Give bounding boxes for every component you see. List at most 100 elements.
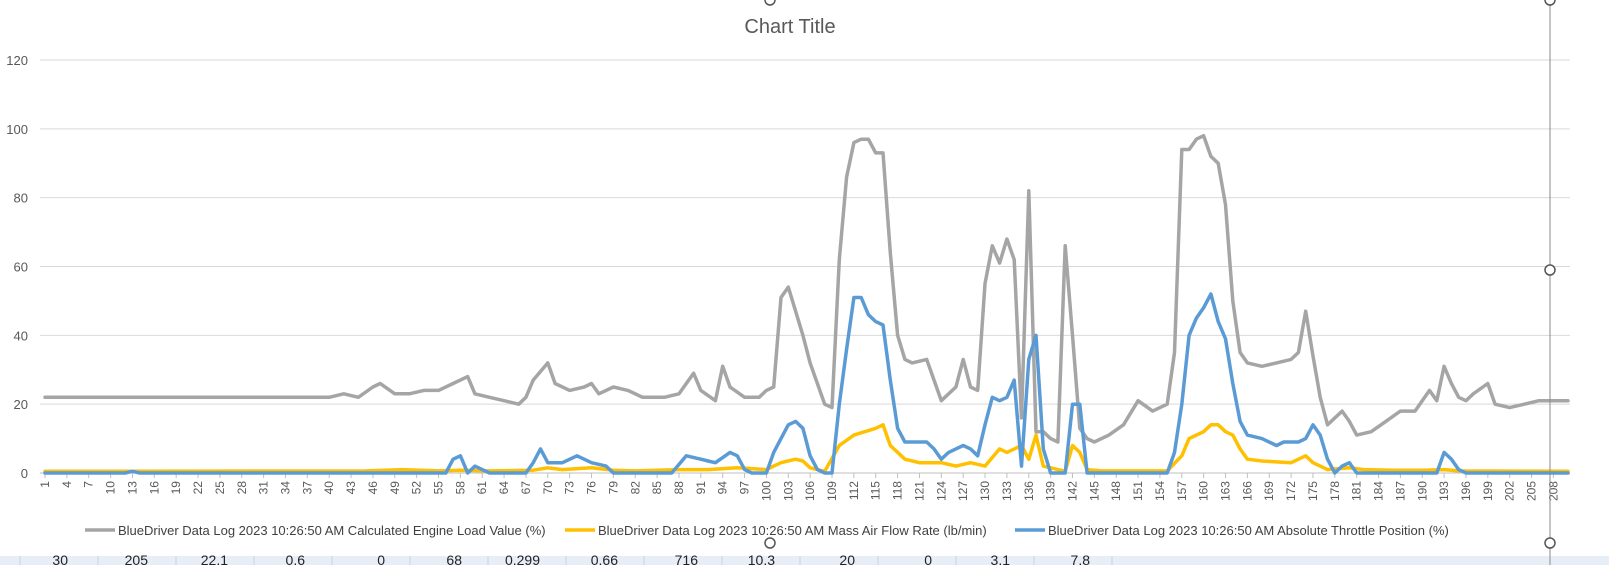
x-tick-label: 70 — [541, 481, 555, 495]
x-tick-label: 103 — [781, 481, 795, 501]
y-tick-label: 120 — [6, 53, 28, 68]
resize-handle[interactable] — [1544, 0, 1556, 6]
x-tick-label: 190 — [1415, 481, 1429, 501]
table-cell[interactable]: 7.8 — [1071, 552, 1091, 568]
x-tick-label: 85 — [650, 481, 664, 495]
x-tick-label: 202 — [1503, 481, 1517, 501]
x-tick-label: 118 — [891, 481, 905, 500]
x-tick-label: 40 — [322, 481, 336, 495]
x-tick-label: 13 — [125, 481, 139, 495]
x-tick-label: 34 — [278, 481, 292, 495]
y-tick-label: 20 — [14, 397, 28, 412]
x-tick-label: 130 — [978, 481, 992, 501]
x-tick-label: 175 — [1306, 481, 1320, 501]
x-tick-label: 160 — [1197, 481, 1211, 501]
chart-title[interactable]: Chart Title — [744, 16, 835, 38]
x-tick-label: 145 — [1087, 481, 1101, 501]
resize-handle[interactable] — [1544, 264, 1556, 276]
y-tick-label: 0 — [21, 466, 28, 481]
x-tick-label: 79 — [606, 481, 620, 495]
x-tick-label: 124 — [934, 481, 948, 501]
x-tick-label: 208 — [1546, 481, 1560, 501]
table-cell[interactable]: 716 — [675, 552, 699, 568]
table-cell[interactable]: 22.1 — [201, 552, 228, 568]
x-tick-label: 55 — [432, 481, 446, 495]
resize-handle[interactable] — [1544, 537, 1556, 549]
legend-label: BlueDriver Data Log 2023 10:26:50 AM Cal… — [118, 523, 546, 538]
sheet-row-background — [0, 556, 1609, 565]
series-line-3[interactable] — [43, 292, 1570, 475]
x-tick-label: 67 — [519, 481, 533, 495]
x-tick-label: 82 — [628, 481, 642, 495]
series-line-1[interactable] — [43, 133, 1570, 444]
x-tick-label: 52 — [410, 481, 424, 495]
x-tick-label: 166 — [1240, 481, 1254, 501]
legend-label: BlueDriver Data Log 2023 10:26:50 AM Abs… — [1048, 523, 1449, 538]
x-tick-label: 25 — [213, 481, 227, 495]
x-tick-label: 193 — [1437, 481, 1451, 501]
y-tick-label: 80 — [14, 191, 28, 206]
table-cell[interactable]: 0.66 — [591, 552, 618, 568]
table-row: 30 205 22.1 0.6 0 68 0.299 0.66 716 10.3 20 0 3.1 7.8 — [0, 552, 1609, 568]
series-line-2[interactable] — [43, 423, 1570, 474]
x-tick-label: 58 — [453, 481, 467, 495]
table-cell[interactable]: 0.6 — [286, 552, 306, 568]
table-cell[interactable]: 0 — [377, 552, 385, 568]
x-tick-label: 163 — [1219, 481, 1233, 501]
x-tick-label: 94 — [716, 481, 730, 495]
x-tick-label: 106 — [803, 481, 817, 501]
selection-handles — [764, 0, 1556, 565]
table-cell[interactable]: 68 — [446, 552, 462, 568]
x-tick-label: 37 — [300, 481, 314, 495]
y-tick-label: 100 — [6, 122, 28, 137]
x-tick-label: 133 — [1000, 481, 1014, 501]
x-tick-label: 148 — [1109, 481, 1123, 501]
x-tick-label: 139 — [1044, 481, 1058, 501]
x-tick-label: 100 — [759, 481, 773, 501]
x-tick-label: 205 — [1525, 481, 1539, 501]
x-tick-label: 61 — [475, 481, 489, 495]
x-tick-label: 88 — [672, 481, 686, 495]
table-cell[interactable]: 20 — [839, 552, 855, 568]
x-tick-label: 121 — [912, 481, 926, 501]
x-tick-label: 19 — [169, 481, 183, 495]
table-cell[interactable]: 3.1 — [991, 552, 1011, 568]
x-tick-label: 178 — [1328, 481, 1342, 501]
x-tick-label: 97 — [738, 481, 752, 495]
x-tick-label: 187 — [1393, 481, 1407, 501]
x-tick-label: 43 — [344, 481, 358, 495]
x-tick-label: 109 — [825, 481, 839, 501]
y-tick-label: 40 — [14, 328, 28, 343]
x-tick-label: 28 — [235, 481, 249, 495]
x-tick-label: 46 — [366, 481, 380, 495]
x-tick-label: 76 — [585, 481, 599, 495]
table-cell[interactable]: 30 — [52, 552, 68, 568]
table-cell[interactable]: 10.3 — [748, 552, 775, 568]
table-cell[interactable]: 0.299 — [505, 552, 540, 568]
resize-handle[interactable] — [764, 0, 776, 6]
x-tick-label: 115 — [869, 481, 883, 500]
table-cell[interactable]: 205 — [125, 552, 149, 568]
x-tick-label: 4 — [60, 481, 74, 488]
gridlines — [40, 59, 1570, 474]
x-tick-label: 16 — [147, 481, 161, 495]
table-cell[interactable]: 0 — [924, 552, 932, 568]
legend[interactable]: BlueDriver Data Log 2023 10:26:50 AM Cal… — [85, 523, 1449, 538]
x-tick-label: 73 — [563, 481, 577, 495]
x-tick-label: 91 — [694, 481, 708, 495]
x-tick-label: 31 — [257, 481, 271, 495]
x-tick-label: 196 — [1459, 481, 1473, 501]
x-tick-label: 10 — [104, 481, 118, 495]
x-tick-label: 1 — [38, 481, 52, 488]
x-tick-label: 184 — [1372, 481, 1386, 501]
y-axis-ticks: 0 20 40 60 80 100 120 — [6, 53, 28, 481]
resize-handle[interactable] — [764, 537, 776, 549]
x-tick-label: 136 — [1022, 481, 1036, 501]
x-tick-label: 112 — [847, 481, 861, 500]
x-tick-label: 154 — [1153, 481, 1167, 501]
x-tick-label: 181 — [1350, 481, 1364, 501]
y-tick-label: 60 — [14, 260, 28, 275]
x-tick-label: 7 — [82, 481, 96, 488]
